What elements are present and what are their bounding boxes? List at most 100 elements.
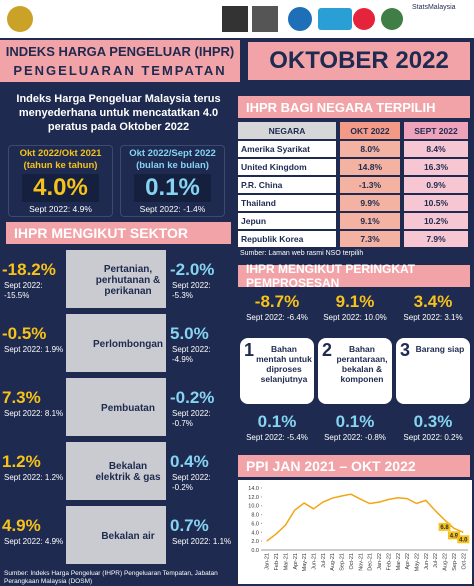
stage-mom-previous: Sept 2022: -5.4% [246,433,308,442]
stage-label: Bahan mentah untuk diproses selanjutnya [256,344,312,384]
sector-name: Perlombongan [92,338,163,350]
sector-mom-previous: Sept 2022: -5.3% [172,281,211,300]
x-tick-label: Dec-21 [368,553,374,571]
chart-background [238,480,472,584]
stage-mom: 0.1% [335,412,375,431]
data-label: 4.0 [459,537,468,543]
title: INDEKS HARGA PENGELUAR (IHPR) [5,44,235,59]
sector-panel [66,250,166,308]
title-box: INDEKS HARGA PENGELUAR (IHPR) PENGELUARA… [0,40,240,82]
stage-label: Barang siap [415,344,465,354]
subtitle: PENGELUARAN TEMPATAN [13,63,227,78]
sector-yoy-previous: Sept 2022: 1.9% [4,345,64,354]
sector-yoy-previous: Sept 2022: 4.9% [4,537,64,546]
x-tick-label: Sep-22 [452,553,458,571]
logos [7,6,403,32]
summary-period: Okt 2022/Okt 2021 [19,148,102,159]
x-tick-label: Nov-21 [358,553,364,571]
summary-value: 4.0% [22,174,99,202]
section-header: PPI JAN 2021 – OKT 2022 [238,455,470,477]
stage-mom-previous: Sept 2022: 0.2% [403,433,463,442]
table-cell: P.R. China [238,177,336,193]
section-header: IHPR MENGIKUT PERINGKAT PEMPROSESAN [238,262,470,290]
qr-code [222,6,248,32]
table-header: SEPT 2022 [404,122,468,139]
table-cell: Republik Korea [238,231,336,247]
table-cell: 14.8% [340,159,400,175]
table-cell: 8.4% [404,141,468,157]
sector-mom: -0.2% [170,388,215,407]
summary-basis: (tahun ke tahun) [23,160,98,171]
sector-mom: 0.7% [170,516,209,535]
x-tick-label: Jul-21 [321,553,327,568]
stage-yoy-previous: Sept 2022: 10.0% [323,313,387,322]
data-label-box [457,535,470,544]
y-tick-label: 14.0 [248,486,259,492]
table-cell: Amerika Syarikat [238,141,336,157]
sector-panel [66,506,166,564]
table-header: OKT 2022 [340,122,400,139]
summary-previous: Sept 2022: 4.9% [29,204,92,214]
period: OKTOBER 2022 [248,42,470,80]
x-tick-label: Oct-22 [461,553,467,570]
event-logo [288,7,312,31]
stage-mom: 0.3% [413,412,453,431]
x-tick-label: Aug-21 [330,553,336,571]
table-cell: Jepun [238,213,336,229]
y-tick-label: 8.0 [251,513,259,519]
x-tick-label: May-22 [415,553,421,571]
x-tick-label: Apr-22 [405,553,411,570]
sector-yoy: 4.9% [2,516,41,535]
x-tick-label: Sep-21 [340,553,346,571]
footer-source: Sumber: Indeks Harga Pengeluar (IHPR) Pe… [4,570,218,585]
x-tick-label: Jun-22 [424,553,430,570]
x-tick-label: Jun-21 [312,553,318,570]
x-tick-label: Feb-22 [386,553,392,570]
x-tick-label: May-21 [302,553,308,571]
stage-yoy: 9.1% [335,292,375,311]
y-tick-label: 6.0 [251,521,259,527]
sector-yoy: 1.2% [2,452,41,471]
event-logo [318,8,352,30]
summary-previous: Sept 2022: -1.4% [139,204,206,214]
sector-name: Pembuatan [101,402,155,414]
sector-panel [66,314,166,372]
data-label: 6.8 [440,525,449,531]
stage-yoy-previous: Sept 2022: -6.4% [246,313,308,322]
sector-mom-previous: Sept 2022: -0.7% [172,409,211,428]
sector-yoy-previous: Sept 2022: -15.5% [4,281,43,300]
table-cell: 16.3% [404,159,468,175]
data-line [266,493,464,542]
data-label: 4.9 [450,533,459,539]
sector-yoy-previous: Sept 2022: 8.1% [4,409,64,418]
data-label-box [447,531,460,540]
sector-panel [66,442,166,500]
sector-yoy-previous: Sept 2022: 1.2% [4,473,64,482]
summary-box [120,145,225,217]
table-cell: 9.1% [340,213,400,229]
sector-mom-previous: Sept 2022: -0.2% [172,473,211,492]
stage-card [396,338,470,404]
sector-name: Bekalan elektrik & gas [95,461,161,483]
table-cell: 10.2% [404,213,468,229]
stage-card [318,338,392,404]
y-tick-label: 10.0 [248,504,259,510]
stage-mom-previous: Sept 2022: -0.8% [324,433,386,442]
sector-name: Pertanian, perhutanan & perikanan [95,263,161,297]
sector-panel [66,378,166,436]
y-tick-label: 4.0 [251,530,259,536]
table-cell: 9.9% [340,195,400,211]
stage-label: Bahan perantaraan, bekalan & komponen [336,344,388,384]
sector-yoy: -18.2% [2,260,56,279]
crest-logo [7,6,33,32]
stage-card [240,338,314,404]
summary-value: 0.1% [134,174,211,202]
sector-mom: 0.4% [170,452,209,471]
y-tick-label: 0.0 [251,548,259,554]
table-cell: Thailand [238,195,336,211]
summary-basis: (bulan ke bulan) [136,160,209,171]
sdg-logo [353,8,375,30]
x-tick-label: Apr-21 [293,553,299,570]
